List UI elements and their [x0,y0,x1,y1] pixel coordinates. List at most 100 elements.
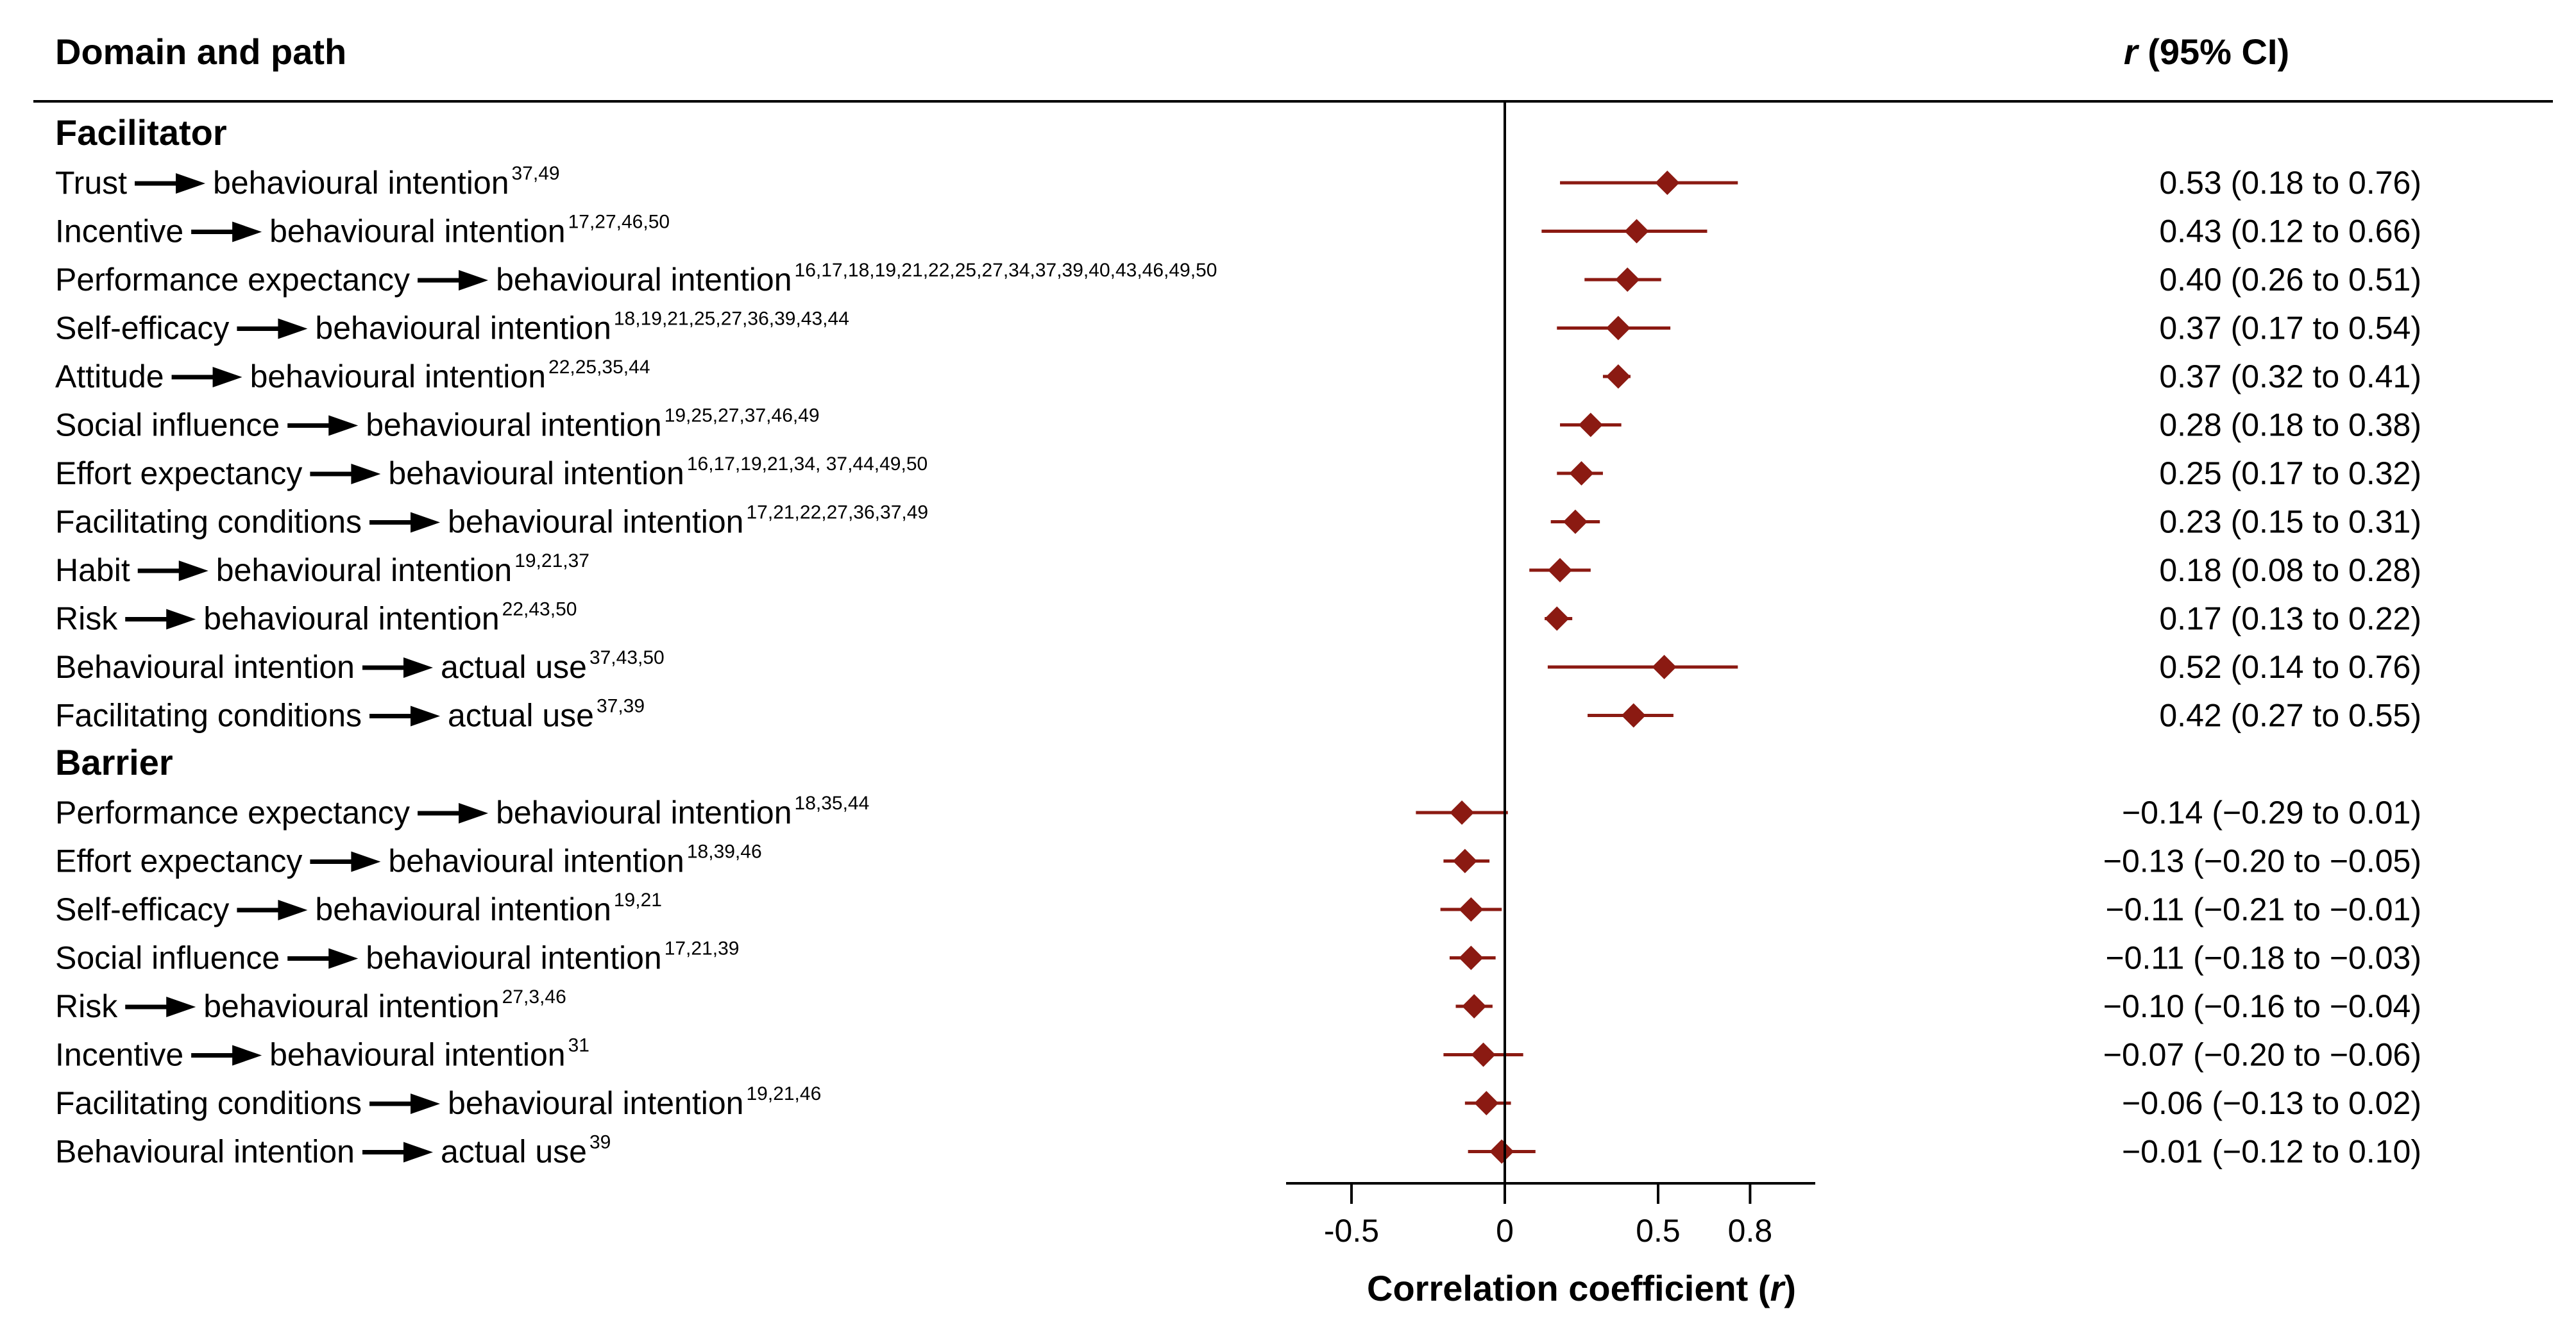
row-refs: 18,35,44 [795,793,870,814]
row-label-from: Incentive [55,1037,183,1073]
row-label-from: Self-efficacy [55,891,229,927]
row-ci-text: 0.43 (0.12 to 0.66) [2159,214,2421,249]
row-label-to: actual use [441,1134,587,1170]
row-label-to: behavioural intention [269,214,565,249]
row-refs: 37,49 [512,163,560,184]
row-label-from: Facilitating conditions [55,504,362,540]
arrow-icon [328,948,359,969]
row-label-from: Social influence [55,407,280,443]
row-label-from: Performance expectancy [55,262,410,298]
row-label-from: Incentive [55,214,183,249]
arrow-icon [176,173,206,194]
row-refs: 18,39,46 [687,841,762,863]
row-label-from: Risk [55,601,118,637]
row-refs: 31 [568,1035,589,1056]
point-marker [1548,558,1573,582]
row-ci-text: −0.07 (−0.20 to −0.06) [2103,1037,2421,1073]
arrow-icon [178,561,208,581]
row-label-from: Effort expectancy [55,843,302,879]
row-refs: 27,3,46 [502,986,566,1008]
row-label-from: Behavioural intention [55,1134,355,1170]
row-refs: 22,43,50 [502,599,577,620]
row-refs: 19,21 [614,890,662,911]
row-refs: 16,17,18,19,21,22,25,27,34,37,39,40,43,4… [795,260,1217,281]
point-marker [1578,412,1603,437]
row-label-from: Social influence [55,940,280,976]
row-ci-text: −0.11 (−0.18 to −0.03) [2105,940,2421,976]
header-r-ci: r (95% CI) [2124,31,2289,72]
row-ci-text: 0.25 (0.17 to 0.32) [2159,455,2421,491]
row-refs: 37,43,50 [589,647,665,668]
row-label-from: Self-efficacy [55,310,229,346]
arrow-icon [232,221,262,242]
arrow-icon [278,318,308,339]
row-refs: 39 [589,1132,611,1153]
arrow-icon [403,1142,433,1163]
row-ci-text: −0.01 (−0.12 to 0.10) [2122,1134,2421,1170]
row-ci-text: −0.06 (−0.13 to 0.02) [2122,1085,2421,1121]
row-label-to: behavioural intention [213,165,509,201]
row-label-to: actual use [448,698,594,734]
arrow-icon [278,900,308,920]
row-refs: 18,19,21,25,27,36,39,43,44 [614,308,849,330]
row-label-to: behavioural intention [315,891,611,927]
row-label-from: Risk [55,988,118,1024]
x-tick-label: 0.8 [1728,1213,1773,1249]
row-ci-text: 0.37 (0.17 to 0.54) [2159,310,2421,346]
row-label-to: behavioural intention [250,359,546,394]
row-ci-text: −0.13 (−0.20 to −0.05) [2103,843,2421,879]
row-refs: 17,27,46,50 [568,212,670,233]
point-marker [1450,800,1475,825]
row-ci-text: 0.40 (0.26 to 0.51) [2159,262,2421,298]
row-ci-text: 0.42 (0.27 to 0.55) [2159,698,2421,734]
arrow-icon [351,464,381,484]
row-refs: 19,21,37 [514,550,589,571]
arrow-icon [403,657,433,678]
point-marker [1489,1139,1514,1164]
row-refs: 16,17,19,21,34, 37,44,49,50 [687,453,928,475]
row-ci-text: 0.28 (0.18 to 0.38) [2159,407,2421,443]
row-label-from: Performance expectancy [55,795,410,831]
row-label-from: Facilitating conditions [55,698,362,734]
row-label-to: actual use [441,649,587,685]
point-marker [1471,1042,1496,1067]
point-marker [1621,703,1646,728]
row-label-from: Trust [55,165,127,201]
arrow-icon [459,270,489,291]
arrow-icon [411,512,441,533]
row-label-to: behavioural intention [496,262,792,298]
point-marker [1462,994,1487,1018]
point-marker [1652,655,1677,679]
row-refs: 37,39 [597,696,645,717]
x-axis-label: Correlation coefficient (r) [1367,1268,1796,1308]
arrow-icon [459,803,489,824]
row-refs: 19,21,46 [746,1083,821,1104]
row-label-to: behavioural intention [203,601,499,637]
row-label-to: behavioural intention [269,1037,565,1073]
arrow-icon [351,851,381,872]
point-marker [1474,1091,1499,1115]
point-marker [1569,461,1594,486]
row-refs: 19,25,27,37,46,49 [665,405,820,427]
point-marker [1452,849,1477,874]
arrow-icon [212,367,242,387]
x-tick-label: 0.5 [1636,1213,1681,1249]
arrow-icon [166,997,196,1017]
point-marker [1545,606,1570,631]
x-tick-label: 0 [1496,1213,1514,1249]
arrow-icon [411,705,441,727]
row-label-to: behavioural intention [448,504,743,540]
row-label-to: behavioural intention [448,1085,743,1121]
row-ci-text: −0.10 (−0.16 to −0.04) [2103,988,2421,1024]
row-label-to: behavioural intention [366,407,661,443]
row-label-to: behavioural intention [203,988,499,1024]
point-marker [1624,219,1649,244]
row-label-from: Facilitating conditions [55,1085,362,1121]
row-label-to: behavioural intention [388,843,684,879]
row-refs: 17,21,22,27,36,37,49 [746,502,928,523]
point-marker [1606,364,1631,389]
point-marker [1615,267,1640,292]
point-marker [1563,509,1588,534]
point-marker [1459,897,1484,922]
